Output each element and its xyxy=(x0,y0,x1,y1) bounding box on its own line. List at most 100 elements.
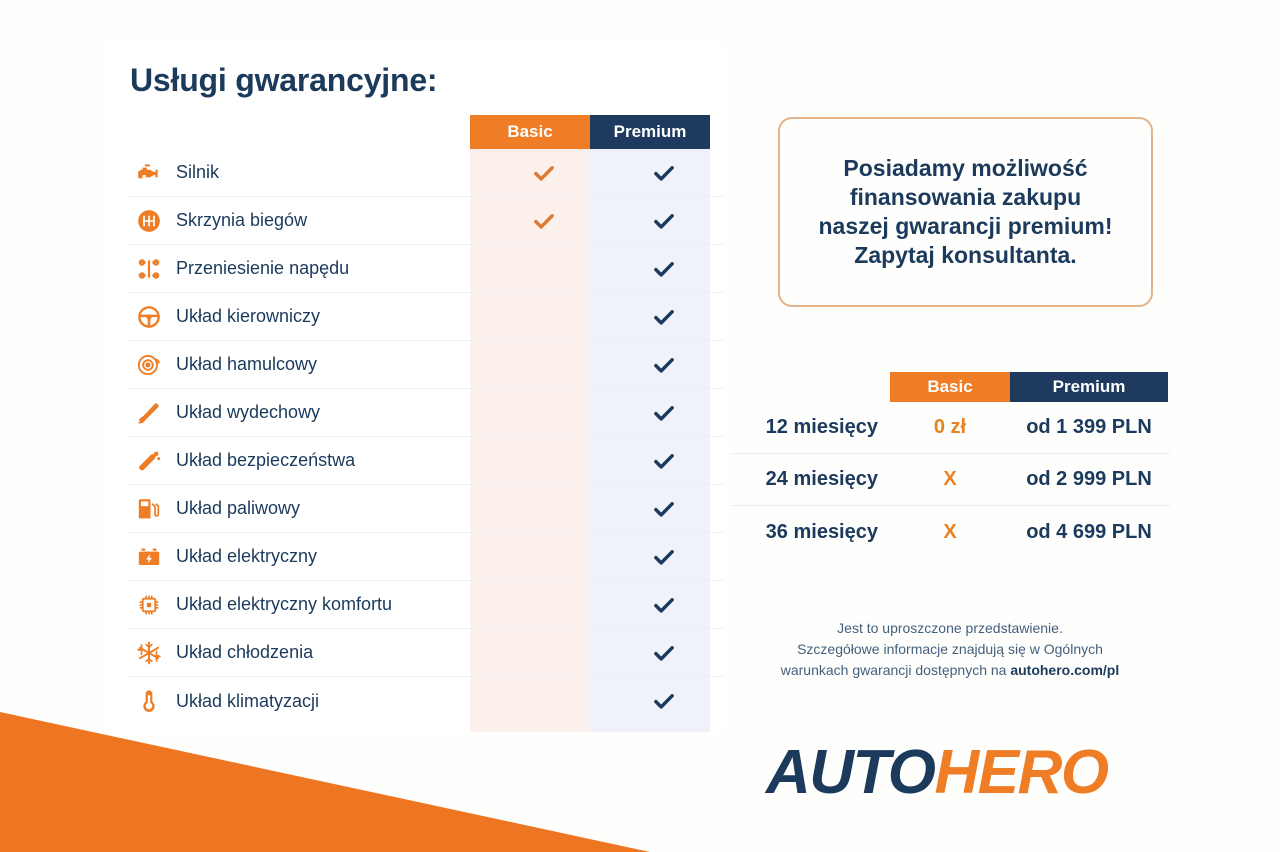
pricing-column-header-basic-label: Basic xyxy=(927,377,973,396)
pricing-basic-value: X xyxy=(943,520,957,543)
drivetrain-icon xyxy=(130,256,168,282)
pricing-column-header-premium: Premium xyxy=(1010,372,1168,402)
basic-cell xyxy=(484,293,604,341)
disclaimer-line-1: Jest to uproszczone przedstawienie. xyxy=(837,620,1063,636)
basic-cell xyxy=(484,197,604,245)
service-label: Układ klimatyzacji xyxy=(176,690,320,711)
basic-cell xyxy=(484,533,604,581)
pricing-basic-value: X xyxy=(943,468,957,490)
premium-cell xyxy=(604,533,724,581)
premium-cell xyxy=(604,437,724,485)
financing-note-box: Posiadamy możliwość finansowania zakupu … xyxy=(778,117,1153,307)
basic-cell xyxy=(484,437,604,485)
basic-cell xyxy=(484,341,604,389)
premium-cell xyxy=(604,341,724,389)
premium-cell xyxy=(604,629,724,677)
table-row: Układ chłodzenia xyxy=(130,629,724,677)
basic-cell xyxy=(484,485,604,533)
table-row: Układ bezpieczeństwa xyxy=(130,437,724,485)
pricing-table: Basic Premium 12 miesięcy 0 zł od 1 399 PL… xyxy=(730,372,1170,558)
premium-cell xyxy=(604,389,724,437)
service-label: Układ hamulcowy xyxy=(176,354,318,374)
pricing-premium-value: od 4 699 PLN xyxy=(1026,520,1152,543)
service-label: Układ bezpieczeństwa xyxy=(176,450,356,470)
battery-icon xyxy=(130,544,168,570)
table-row: Układ hamulcowy xyxy=(130,341,724,389)
pricing-header-term-spacer xyxy=(730,372,890,402)
pricing-row: 12 miesięcy 0 zł od 1 399 PLN xyxy=(730,402,1170,454)
pricing-premium-value: od 2 999 PLN xyxy=(1026,468,1152,490)
pricing-column-header-premium-label: Premium xyxy=(1052,377,1126,396)
disclaimer-line-3: warunkach gwarancji dostępnych na autohe… xyxy=(730,660,1170,681)
premium-cell xyxy=(604,485,724,533)
table-row: Układ kierowniczy xyxy=(130,293,724,341)
premium-cell xyxy=(604,677,724,725)
pricing-premium-value: od 1 399 PLN xyxy=(1026,416,1152,438)
disclaimer: Jest to uproszczone przedstawienie. Szcz… xyxy=(730,618,1170,681)
brake-disc-icon xyxy=(130,352,168,378)
service-label: Przeniesienie napędu xyxy=(176,258,350,278)
services-table-body: Silnik Skrzynia biegów Przeniesienie napęd… xyxy=(130,149,724,725)
service-label: Układ elektryczny xyxy=(176,546,318,566)
disclaimer-line-3-prefix: warunkach gwarancji dostępnych na xyxy=(780,662,1011,678)
engine-icon xyxy=(130,160,168,186)
pricing-column-header-basic: Basic xyxy=(890,372,1010,402)
pricing-basic-value: 0 zł xyxy=(933,416,967,438)
premium-cell xyxy=(604,149,724,197)
chip-icon xyxy=(130,592,168,618)
basic-cell xyxy=(484,581,604,629)
basic-cell xyxy=(484,389,604,437)
service-label: Układ paliwowy xyxy=(176,498,301,518)
table-row: Układ paliwowy xyxy=(130,485,724,533)
basic-cell xyxy=(484,245,604,293)
table-row: Układ elektryczny xyxy=(130,533,724,581)
premium-cell xyxy=(604,197,724,245)
table-row: Skrzynia biegów xyxy=(130,197,724,245)
logo-text-auto: AUTO xyxy=(766,738,936,807)
snowflake-icon xyxy=(130,640,168,666)
service-label: Układ elektryczny komfortu xyxy=(176,594,393,614)
table-row: Przeniesienie napędu xyxy=(130,245,724,293)
financing-note-text: Posiadamy możliwość finansowania zakupu … xyxy=(818,154,1113,269)
table-row: Silnik xyxy=(130,149,724,197)
services-column-header-basic: Basic xyxy=(470,115,590,149)
table-row: Układ elektryczny komfortu xyxy=(130,581,724,629)
service-label: Układ kierowniczy xyxy=(176,306,321,326)
steering-wheel-icon xyxy=(130,304,168,330)
warranty-services-card: Usługi gwarancyjne: Basic Premium Silnik… xyxy=(104,44,724,732)
seatbelt-icon xyxy=(130,448,168,474)
pricing-term-label: 12 miesięcy xyxy=(765,416,878,438)
basic-cell xyxy=(484,677,604,725)
premium-cell xyxy=(604,293,724,341)
pricing-table-header: Basic Premium xyxy=(730,372,1170,402)
fuel-pump-icon xyxy=(130,496,168,522)
logo-text-hero: HERO xyxy=(934,738,1110,807)
autohero-logo: AUTOHERO xyxy=(766,742,1109,804)
gearbox-icon xyxy=(130,208,168,234)
services-column-header-premium: Premium xyxy=(590,115,710,149)
page-title: Usługi gwarancyjne: xyxy=(130,62,438,98)
thermometer-icon xyxy=(130,688,168,714)
premium-column-background xyxy=(590,116,710,732)
pricing-term-label: 36 miesięcy xyxy=(765,520,878,543)
basic-cell xyxy=(484,629,604,677)
service-label: Skrzynia biegów xyxy=(176,210,308,230)
service-label: Układ chłodzenia xyxy=(176,642,314,662)
basic-cell xyxy=(484,149,604,197)
service-label: Układ wydechowy xyxy=(176,402,321,422)
services-column-header-basic-label: Basic xyxy=(507,122,553,141)
table-row: Układ klimatyzacji xyxy=(130,677,724,725)
services-column-header-premium-label: Premium xyxy=(613,122,687,141)
basic-column-background xyxy=(470,116,590,732)
disclaimer-line-2: Szczegółowe informacje znajdują się w Og… xyxy=(797,641,1103,657)
table-row: Układ wydechowy xyxy=(130,389,724,437)
autohero-website-link[interactable]: autohero.com/pl xyxy=(1010,662,1120,678)
pricing-term-label: 24 miesięcy xyxy=(765,468,878,490)
service-label: Silnik xyxy=(176,162,220,182)
premium-cell xyxy=(604,581,724,629)
exhaust-icon xyxy=(130,400,168,426)
